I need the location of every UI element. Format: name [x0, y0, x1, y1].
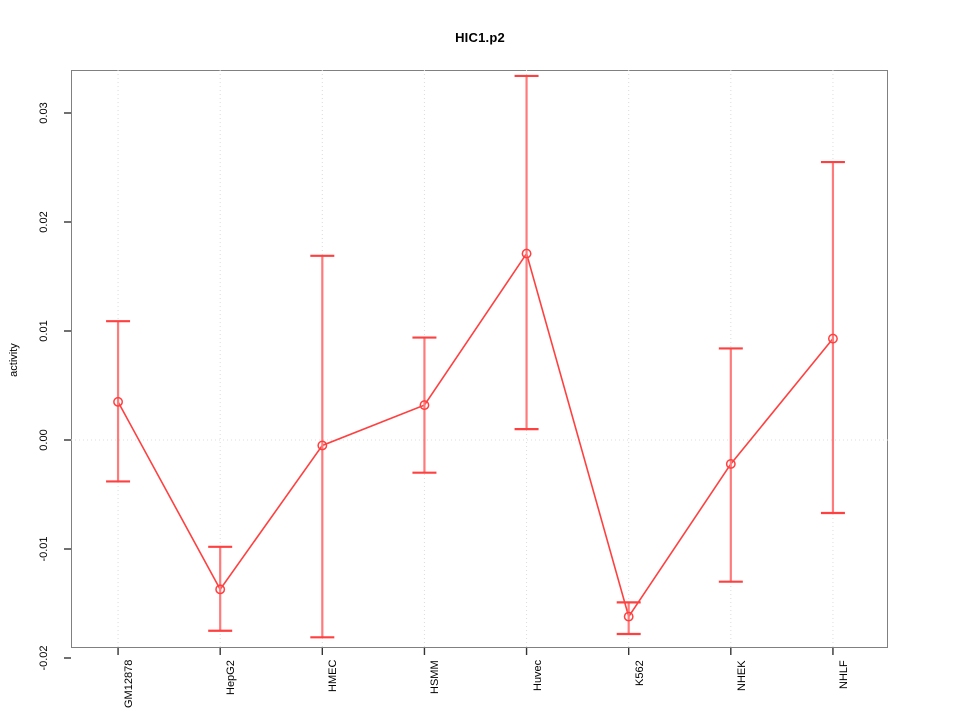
y-tick-label: 0.01: [38, 320, 50, 342]
x-tick-label: NHLF: [837, 660, 850, 689]
y-tick-label: -0.01: [38, 536, 50, 562]
x-tick-label: HMEC: [327, 659, 340, 692]
x-tick-label: K562: [633, 660, 646, 686]
x-tick-label: NHEK: [735, 660, 748, 691]
y-tick-label: 0.02: [38, 211, 50, 233]
x-tick-label: HSMM: [429, 660, 442, 694]
x-axis-ticks: [117, 648, 834, 655]
y-tick-label: 0.03: [38, 102, 50, 124]
y-tick-label: 0.00: [38, 429, 50, 451]
y-tick-label: -0.02: [38, 645, 50, 671]
y-axis-label: activity: [8, 343, 20, 377]
chart-title: HIC1.p2: [455, 30, 505, 45]
x-tick-label: Huvec: [531, 659, 544, 691]
x-tick-label: HepG2: [225, 660, 238, 695]
x-tick-label: GM12878: [123, 659, 136, 708]
plot-panel: [71, 70, 888, 648]
y-axis-ticks: [64, 112, 71, 659]
